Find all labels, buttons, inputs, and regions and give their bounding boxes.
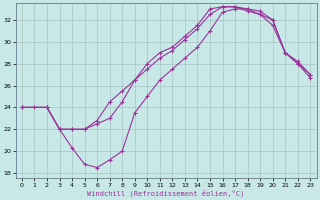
X-axis label: Windchill (Refroidissement éolien,°C): Windchill (Refroidissement éolien,°C) (87, 189, 245, 197)
